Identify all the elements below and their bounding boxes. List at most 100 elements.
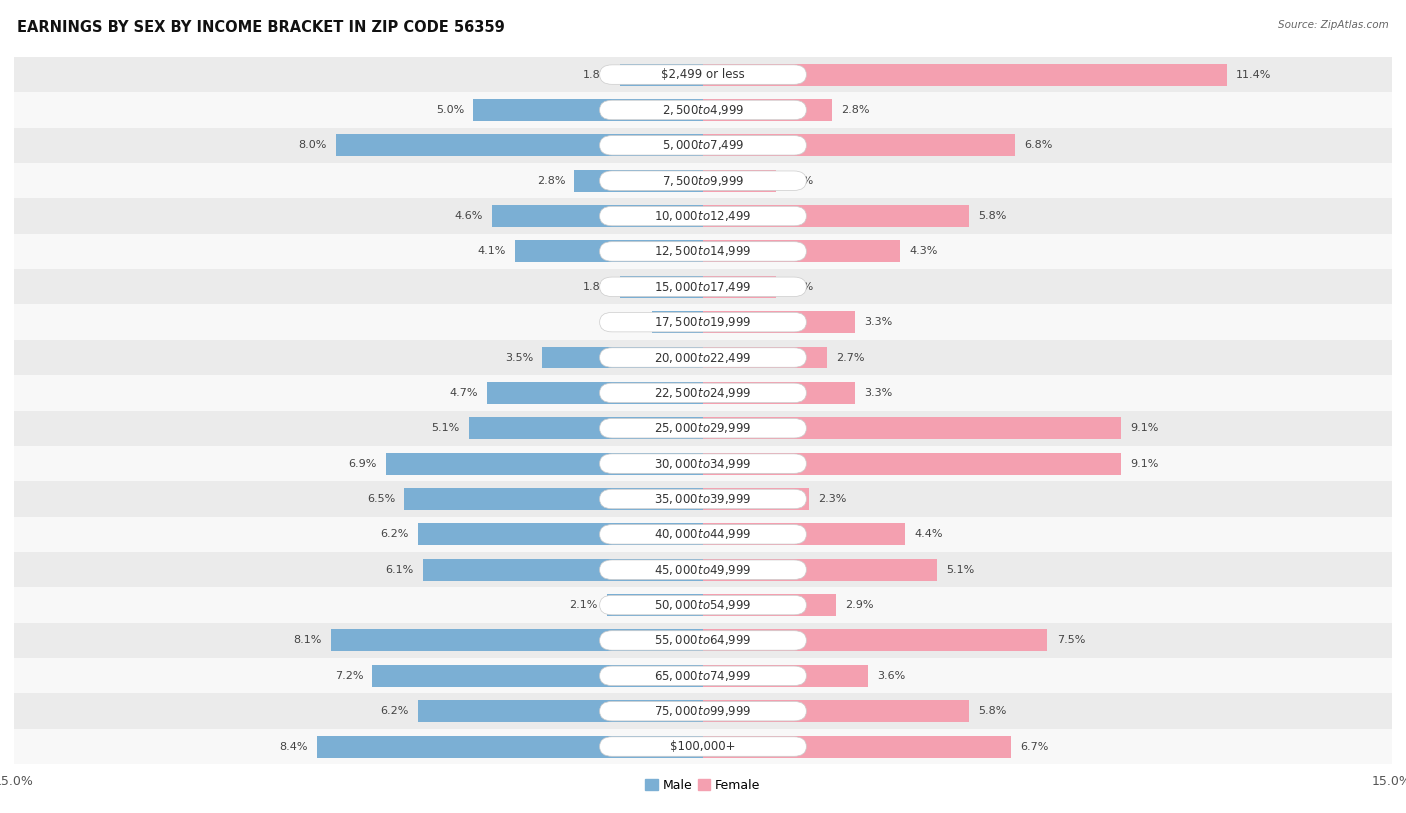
Bar — [14, 304, 1392, 340]
Bar — [405, 488, 703, 510]
Bar — [703, 276, 776, 298]
Bar — [703, 736, 1011, 758]
FancyBboxPatch shape — [599, 207, 807, 226]
FancyBboxPatch shape — [599, 524, 807, 544]
Bar — [14, 163, 1392, 198]
Text: 2.9%: 2.9% — [845, 600, 875, 610]
Bar — [703, 559, 938, 580]
Text: 5.0%: 5.0% — [436, 105, 464, 115]
Bar — [14, 340, 1392, 375]
Text: 1.8%: 1.8% — [582, 282, 612, 292]
Bar — [423, 559, 703, 580]
Text: 7.5%: 7.5% — [1057, 636, 1085, 646]
Bar — [468, 417, 703, 439]
Text: EARNINGS BY SEX BY INCOME BRACKET IN ZIP CODE 56359: EARNINGS BY SEX BY INCOME BRACKET IN ZIP… — [17, 20, 505, 35]
Text: 4.4%: 4.4% — [914, 529, 943, 539]
Bar — [703, 134, 1015, 156]
Text: $25,000 to $29,999: $25,000 to $29,999 — [654, 421, 752, 435]
Bar — [703, 63, 1226, 85]
Bar — [703, 346, 827, 368]
Text: 6.2%: 6.2% — [381, 529, 409, 539]
Bar — [703, 700, 969, 722]
Text: $65,000 to $74,999: $65,000 to $74,999 — [654, 669, 752, 683]
Text: 9.1%: 9.1% — [1130, 459, 1159, 468]
Bar — [14, 623, 1392, 658]
Text: 6.8%: 6.8% — [1025, 141, 1053, 150]
FancyBboxPatch shape — [599, 454, 807, 473]
Text: 5.1%: 5.1% — [432, 424, 460, 433]
Bar — [14, 411, 1392, 446]
Text: 8.0%: 8.0% — [298, 141, 326, 150]
Text: 5.8%: 5.8% — [979, 706, 1007, 716]
Bar — [703, 453, 1121, 475]
Bar — [14, 57, 1392, 92]
Text: 8.4%: 8.4% — [280, 741, 308, 751]
Bar — [373, 665, 703, 687]
Text: $15,000 to $17,499: $15,000 to $17,499 — [654, 280, 752, 293]
Text: 3.3%: 3.3% — [863, 388, 891, 398]
Text: $2,499 or less: $2,499 or less — [661, 68, 745, 81]
Text: 5.1%: 5.1% — [946, 565, 974, 575]
Bar — [336, 134, 703, 156]
Bar — [703, 665, 869, 687]
Text: 3.3%: 3.3% — [863, 317, 891, 327]
Text: $40,000 to $44,999: $40,000 to $44,999 — [654, 528, 752, 541]
Text: 4.7%: 4.7% — [450, 388, 478, 398]
FancyBboxPatch shape — [599, 348, 807, 367]
Text: 6.5%: 6.5% — [367, 494, 395, 504]
Text: 3.5%: 3.5% — [505, 353, 533, 363]
Bar — [620, 63, 703, 85]
Bar — [492, 205, 703, 227]
Bar — [14, 446, 1392, 481]
FancyBboxPatch shape — [599, 702, 807, 721]
Bar — [14, 233, 1392, 269]
Bar — [474, 99, 703, 121]
Bar — [703, 488, 808, 510]
Text: 4.6%: 4.6% — [454, 211, 482, 221]
Text: 6.1%: 6.1% — [385, 565, 413, 575]
Text: 1.8%: 1.8% — [582, 70, 612, 80]
Text: 1.6%: 1.6% — [786, 282, 814, 292]
Text: 3.6%: 3.6% — [877, 671, 905, 680]
FancyBboxPatch shape — [599, 65, 807, 85]
Bar — [14, 587, 1392, 623]
Bar — [703, 524, 905, 546]
Bar — [14, 198, 1392, 233]
FancyBboxPatch shape — [599, 383, 807, 402]
Bar — [14, 269, 1392, 304]
FancyBboxPatch shape — [599, 419, 807, 438]
FancyBboxPatch shape — [599, 737, 807, 756]
Text: $55,000 to $64,999: $55,000 to $64,999 — [654, 633, 752, 647]
FancyBboxPatch shape — [599, 100, 807, 120]
Text: $20,000 to $22,499: $20,000 to $22,499 — [654, 350, 752, 364]
Bar — [703, 241, 900, 263]
FancyBboxPatch shape — [599, 560, 807, 580]
Text: $12,500 to $14,999: $12,500 to $14,999 — [654, 245, 752, 259]
Text: $50,000 to $54,999: $50,000 to $54,999 — [654, 598, 752, 612]
FancyBboxPatch shape — [599, 171, 807, 190]
Text: $7,500 to $9,999: $7,500 to $9,999 — [662, 174, 744, 188]
FancyBboxPatch shape — [599, 666, 807, 685]
Bar — [418, 700, 703, 722]
Text: 2.8%: 2.8% — [537, 176, 565, 185]
Text: 2.3%: 2.3% — [818, 494, 846, 504]
Bar — [703, 205, 969, 227]
Bar — [515, 241, 703, 263]
Bar — [703, 382, 855, 404]
Text: $35,000 to $39,999: $35,000 to $39,999 — [654, 492, 752, 506]
FancyBboxPatch shape — [599, 241, 807, 261]
FancyBboxPatch shape — [599, 277, 807, 297]
Bar — [387, 453, 703, 475]
Bar — [318, 736, 703, 758]
Bar — [14, 729, 1392, 764]
Bar — [703, 594, 837, 616]
Bar — [703, 311, 855, 333]
Bar — [703, 629, 1047, 651]
Text: $2,500 to $4,999: $2,500 to $4,999 — [662, 103, 744, 117]
Bar — [14, 517, 1392, 552]
FancyBboxPatch shape — [599, 312, 807, 332]
Text: 2.7%: 2.7% — [837, 353, 865, 363]
Text: 6.9%: 6.9% — [349, 459, 377, 468]
Text: 2.8%: 2.8% — [841, 105, 869, 115]
Bar — [620, 276, 703, 298]
